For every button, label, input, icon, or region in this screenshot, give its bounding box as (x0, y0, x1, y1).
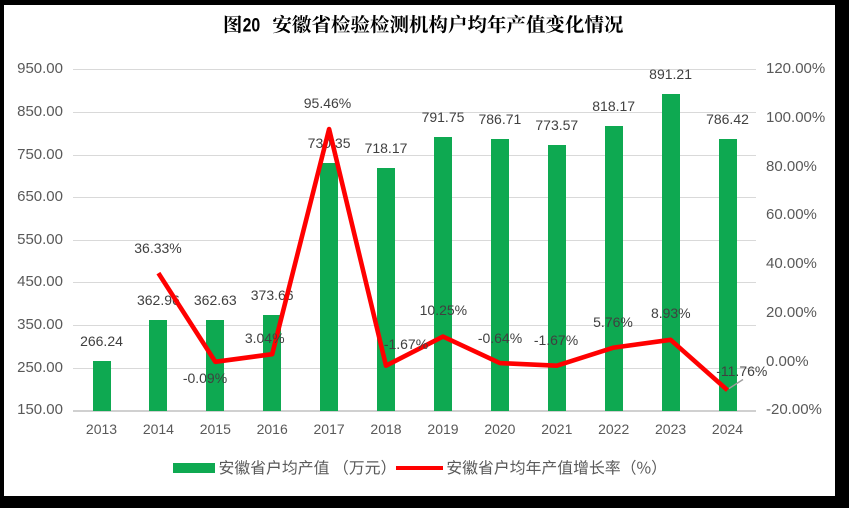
svg-text:20: 20 (243, 16, 261, 37)
